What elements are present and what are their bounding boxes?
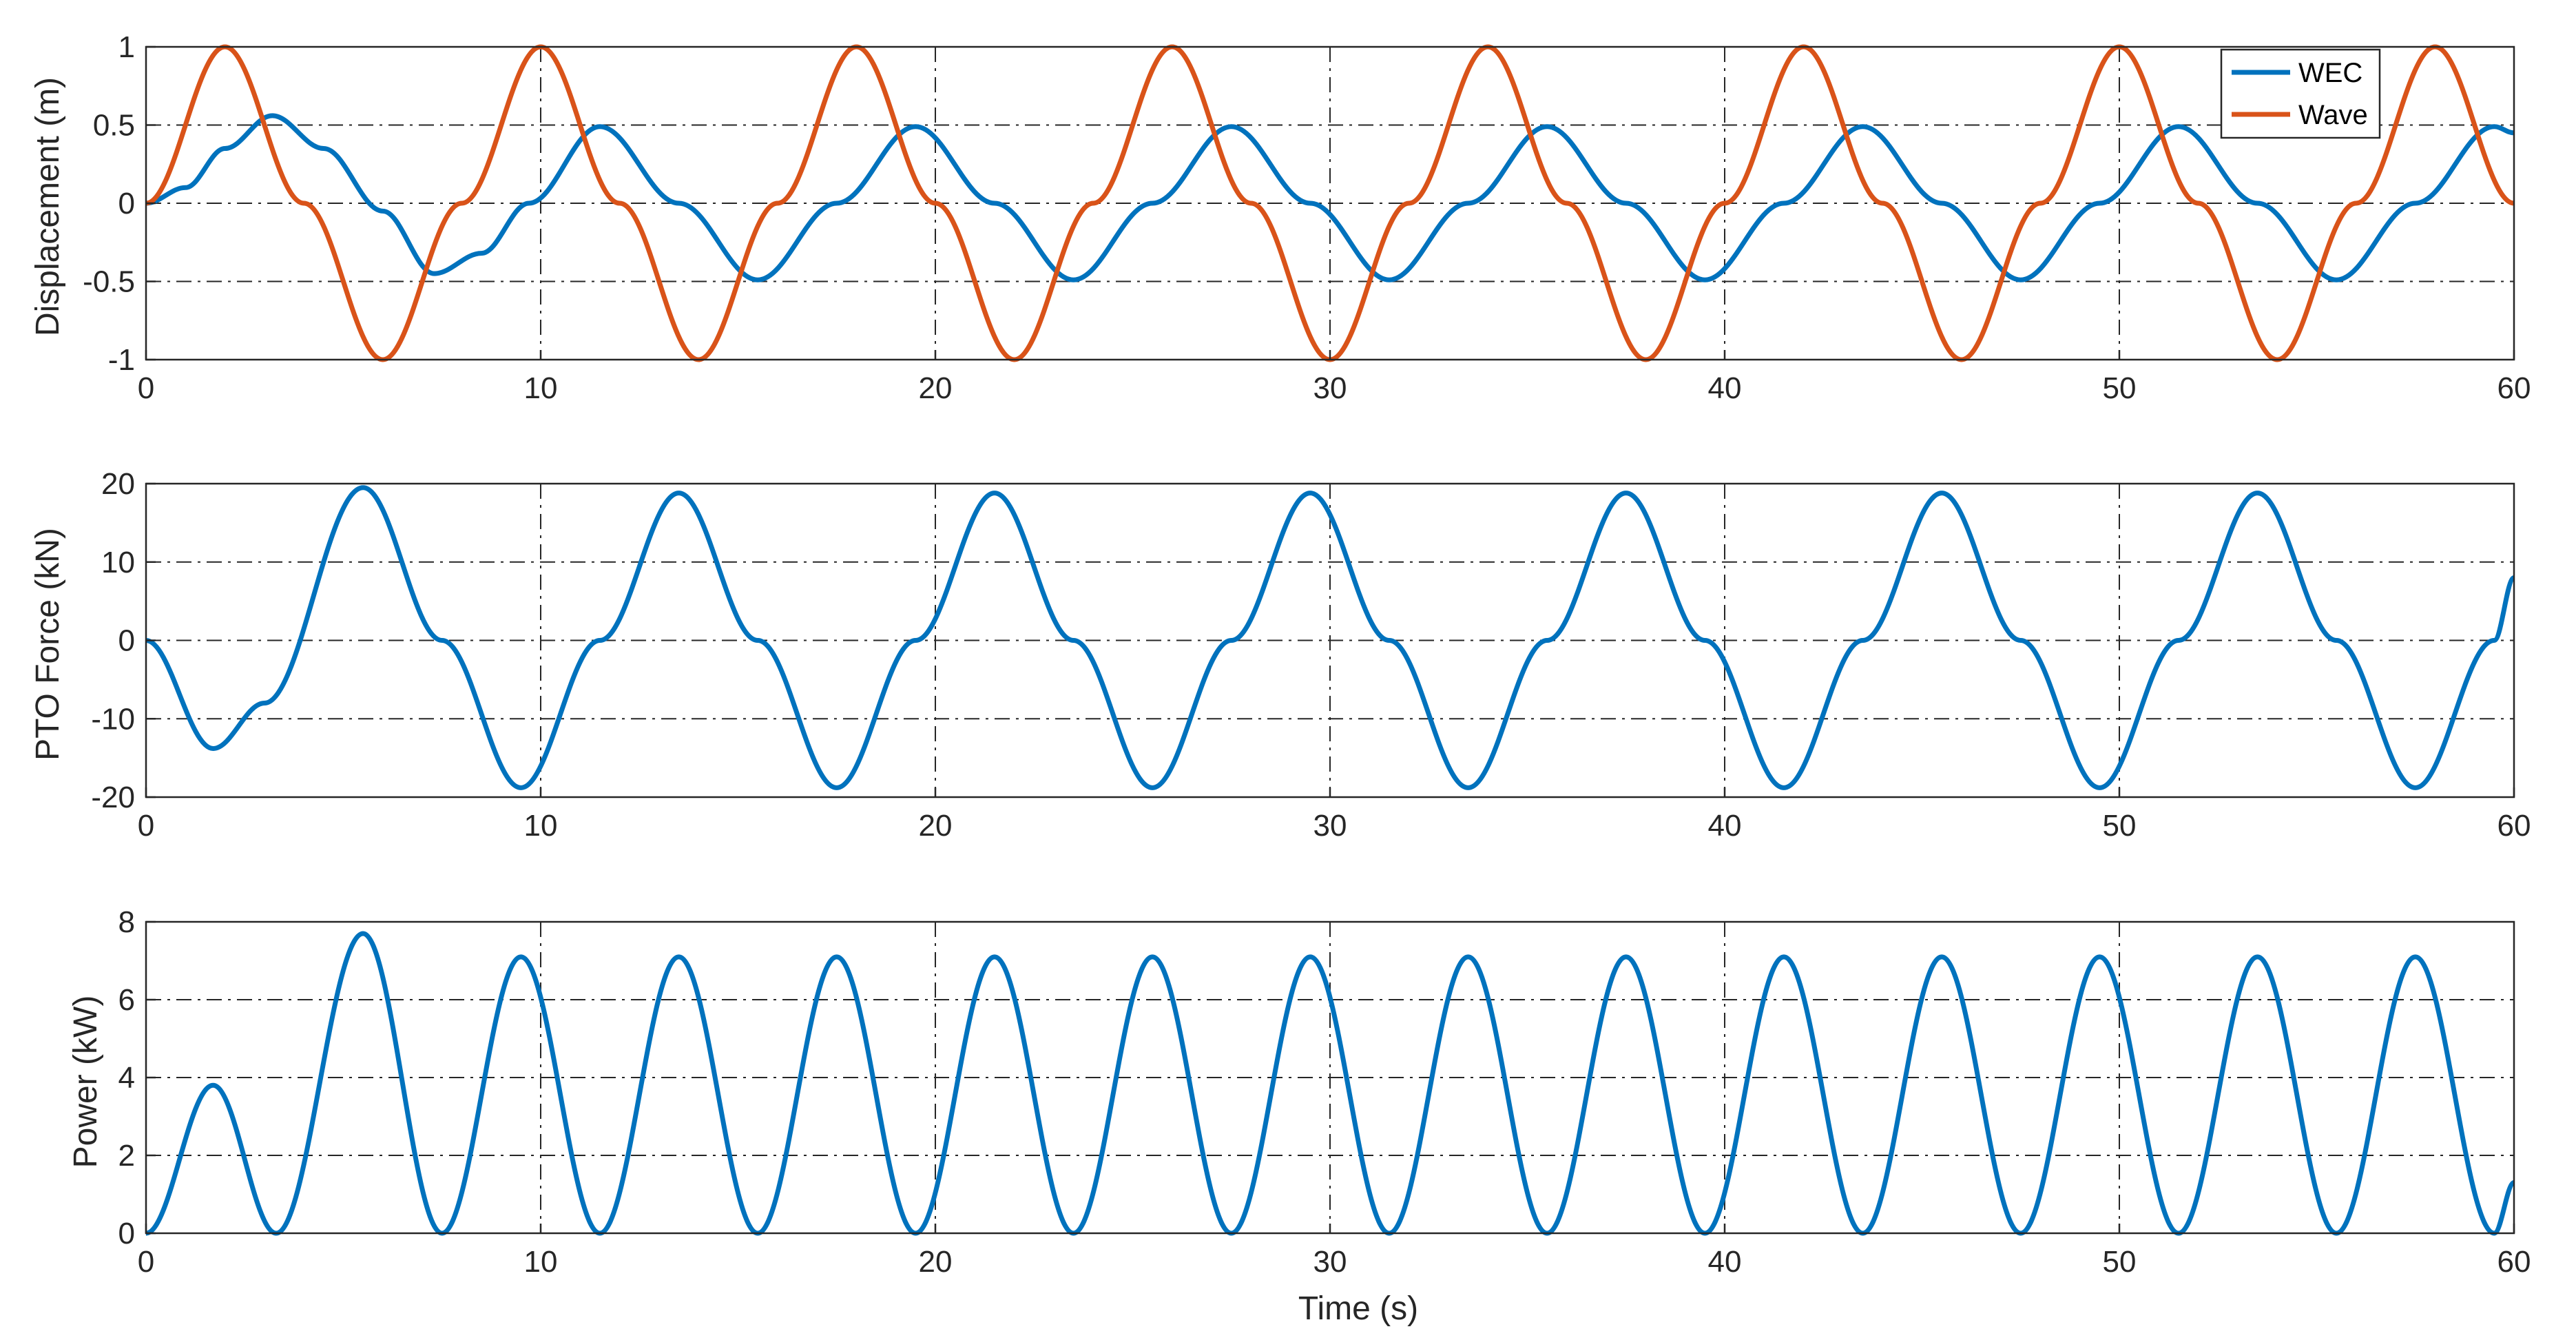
x-tick-label: 0 [138,1245,154,1279]
legend-label-wec: WEC [2298,58,2362,88]
x-tick-label: 40 [1708,809,1742,843]
series-line-pto-force [145,485,2517,790]
y-tick-label: 0 [118,187,135,220]
frame-layer-power: 0 10 20 30 40 50 60 0 2 4 6 8 [118,905,2531,1279]
grid-layer-pto-force [146,484,2514,797]
y-axis-label-power: Power (kW) [67,996,104,1168]
y-tick-label: 2 [118,1139,135,1173]
legend: WEC Wave [2220,48,2381,139]
x-tick-label: 60 [2497,1245,2531,1279]
y-tick-label: -20 [91,781,135,814]
y-tick-label: -0.5 [83,265,135,299]
y-axis-label-pto-force: PTO Force (kN) [30,528,66,761]
series-layer-pto-force [145,485,2517,790]
frame-layer-pto-force: 0 10 20 30 40 50 60 -20 -10 0 10 20 [91,467,2531,843]
x-tick-label: 10 [524,1245,558,1279]
y-tick-label: 0 [118,1217,135,1250]
y-tick-label: 10 [101,546,135,579]
x-tick-label: 10 [524,809,558,843]
y-tick-label: 1 [118,30,135,64]
series-line-power [145,931,2515,1236]
x-tick-label: 40 [1708,371,1742,405]
x-tick-label: 20 [919,371,953,405]
x-tick-label: 20 [919,1245,953,1279]
legend-label-wave: Wave [2298,100,2368,130]
y-tick-label: 4 [118,1061,135,1095]
x-tick-label: 60 [2497,371,2531,405]
y-tick-label: 0 [118,624,135,658]
y-tick-label: 6 [118,983,135,1017]
y-tick-label: 0.5 [93,109,135,143]
x-tick-label: 50 [2103,809,2137,843]
x-tick-label: 50 [2103,371,2137,405]
subplot-power: 0 10 20 30 40 50 60 0 2 4 6 8 Power (kW) Time (s) [67,905,2531,1327]
x-tick-label: 60 [2497,809,2531,843]
y-tick-label: -10 [91,702,135,736]
legend-box [2220,48,2381,139]
x-tick-label: 40 [1708,1245,1742,1279]
x-tick-label: 20 [919,809,953,843]
x-axis-label-time: Time (s) [1298,1290,1418,1327]
subplot-pto-force: 0 10 20 30 40 50 60 -20 -10 0 10 20 PTO Force (kN) [30,467,2531,843]
x-tick-label: 0 [138,809,154,843]
y-tick-label: 8 [118,905,135,939]
subplot-displacement: 0 10 20 30 40 50 60 -1 -0.5 0 0.5 1 Displacement (m… [30,30,2531,405]
x-tick-label: 30 [1313,371,1347,405]
x-tick-label: 30 [1313,1245,1347,1279]
y-tick-label: -1 [108,343,135,377]
frame-layer-displacement: 0 10 20 30 40 50 60 -1 -0.5 0 0.5 1 [83,30,2531,405]
y-tick-label: 20 [101,467,135,501]
x-tick-label: 10 [524,371,558,405]
series-layer-power [145,931,2515,1236]
x-tick-label: 30 [1313,809,1347,843]
series-line-wec [145,113,2515,282]
x-tick-label: 50 [2103,1245,2137,1279]
x-tick-label: 0 [138,371,154,405]
y-axis-label-displacement: Displacement (m) [30,77,66,336]
